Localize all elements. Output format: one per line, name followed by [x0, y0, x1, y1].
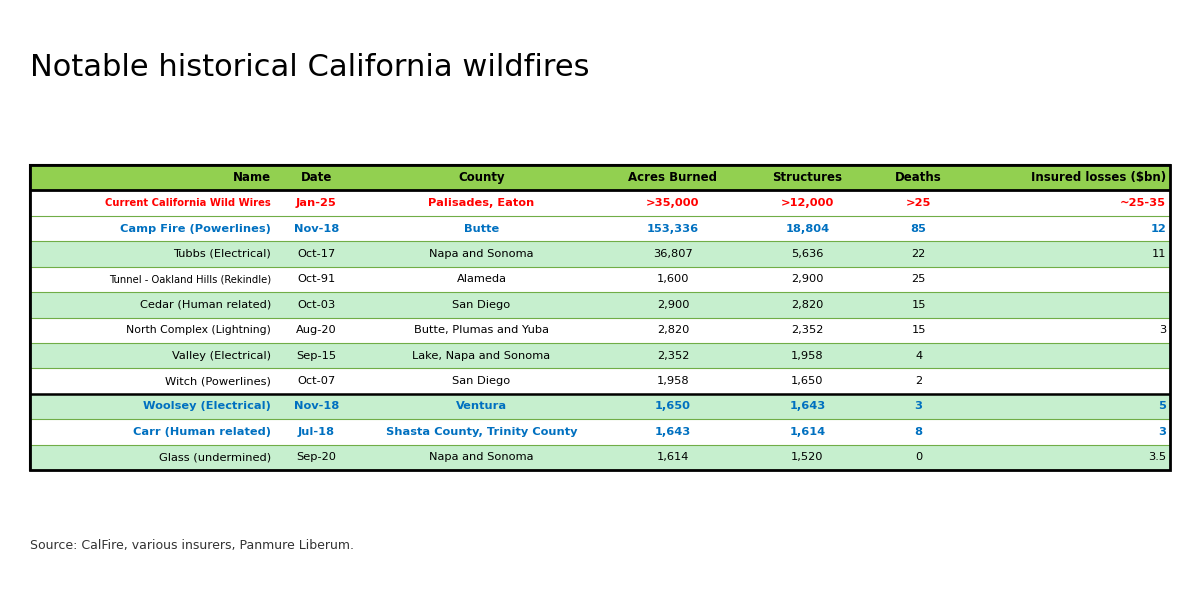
Text: 15: 15 — [911, 300, 926, 310]
Text: 22: 22 — [912, 249, 925, 259]
Text: Woolsey (Electrical): Woolsey (Electrical) — [143, 401, 271, 412]
Text: Valley (Electrical): Valley (Electrical) — [172, 350, 271, 361]
Text: Source: CalFire, various insurers, Panmure Liberum.: Source: CalFire, various insurers, Panmu… — [30, 539, 354, 551]
Text: Napa and Sonoma: Napa and Sonoma — [430, 249, 534, 259]
Text: 1,520: 1,520 — [791, 452, 823, 462]
Text: 2,352: 2,352 — [791, 325, 823, 335]
Text: ~25-35: ~25-35 — [1120, 198, 1166, 208]
Text: Glass (undermined): Glass (undermined) — [158, 452, 271, 462]
Text: Ventura: Ventura — [456, 401, 508, 412]
Bar — [30, 368, 1170, 394]
Text: 2,900: 2,900 — [656, 300, 689, 310]
Text: 3.5: 3.5 — [1148, 452, 1166, 462]
Text: 1,643: 1,643 — [790, 401, 826, 412]
Bar — [30, 165, 1170, 470]
Text: 36,807: 36,807 — [653, 249, 692, 259]
Text: 5: 5 — [1158, 401, 1166, 412]
Text: 0: 0 — [916, 452, 923, 462]
Bar — [30, 165, 1170, 190]
Text: Sep-20: Sep-20 — [296, 452, 336, 462]
Text: Current California Wild Wires: Current California Wild Wires — [106, 198, 271, 208]
Text: >12,000: >12,000 — [781, 198, 834, 208]
Bar — [30, 216, 1170, 241]
Text: Nov-18: Nov-18 — [294, 401, 338, 412]
Text: 3: 3 — [1159, 325, 1166, 335]
Bar — [30, 165, 1170, 470]
Text: 1,650: 1,650 — [791, 376, 823, 386]
Text: Shasta County, Trinity County: Shasta County, Trinity County — [385, 427, 577, 437]
Text: 12: 12 — [1151, 224, 1166, 233]
Bar — [30, 266, 1170, 292]
Text: Structures: Structures — [773, 171, 842, 184]
Bar — [30, 292, 1170, 317]
Text: Alameda: Alameda — [456, 274, 506, 284]
Text: 2,820: 2,820 — [656, 325, 689, 335]
Text: County: County — [458, 171, 505, 184]
Text: 18,804: 18,804 — [786, 224, 829, 233]
Text: 11: 11 — [1152, 249, 1166, 259]
Text: Butte: Butte — [464, 224, 499, 233]
Text: San Diego: San Diego — [452, 300, 510, 310]
Text: Oct-03: Oct-03 — [298, 300, 335, 310]
Text: Acres Burned: Acres Burned — [629, 171, 718, 184]
Text: 3: 3 — [1158, 427, 1166, 437]
Text: 25: 25 — [912, 274, 926, 284]
Text: 15: 15 — [911, 325, 926, 335]
Text: Carr (Human related): Carr (Human related) — [133, 427, 271, 437]
Text: Oct-07: Oct-07 — [298, 376, 335, 386]
Text: 5,636: 5,636 — [791, 249, 823, 259]
Text: Butte, Plumas and Yuba: Butte, Plumas and Yuba — [414, 325, 548, 335]
Text: 1,958: 1,958 — [656, 376, 689, 386]
Text: 153,336: 153,336 — [647, 224, 700, 233]
Text: 1,650: 1,650 — [655, 401, 691, 412]
Text: 1,958: 1,958 — [791, 350, 823, 361]
Text: San Diego: San Diego — [452, 376, 510, 386]
Text: Aug-20: Aug-20 — [295, 325, 336, 335]
Text: 2,820: 2,820 — [791, 300, 823, 310]
Text: Witch (Powerlines): Witch (Powerlines) — [166, 376, 271, 386]
Bar — [30, 343, 1170, 368]
Text: Tunnel - Oakland Hills (Rekindle): Tunnel - Oakland Hills (Rekindle) — [109, 274, 271, 284]
Text: Nov-18: Nov-18 — [294, 224, 338, 233]
Bar — [30, 190, 1170, 216]
Text: 1,600: 1,600 — [656, 274, 689, 284]
Bar — [30, 241, 1170, 266]
Text: >25: >25 — [906, 198, 931, 208]
Text: Notable historical California wildfires: Notable historical California wildfires — [30, 53, 589, 82]
Bar — [30, 445, 1170, 470]
Text: Deaths: Deaths — [895, 171, 942, 184]
Text: Camp Fire (Powerlines): Camp Fire (Powerlines) — [120, 224, 271, 233]
Text: >35,000: >35,000 — [647, 198, 700, 208]
Text: 1,614: 1,614 — [790, 427, 826, 437]
Text: 1,614: 1,614 — [656, 452, 689, 462]
Text: 2: 2 — [916, 376, 922, 386]
Text: Tubbs (Electrical): Tubbs (Electrical) — [173, 249, 271, 259]
Text: 1,643: 1,643 — [655, 427, 691, 437]
Text: Name: Name — [233, 171, 271, 184]
Text: Oct-91: Oct-91 — [298, 274, 335, 284]
Text: 2,352: 2,352 — [656, 350, 689, 361]
Bar — [30, 317, 1170, 343]
Text: 2,900: 2,900 — [791, 274, 823, 284]
Text: Jan-25: Jan-25 — [295, 198, 336, 208]
Text: Insured losses ($bn): Insured losses ($bn) — [1031, 171, 1166, 184]
Text: Palisades, Eaton: Palisades, Eaton — [428, 198, 534, 208]
Text: 3: 3 — [914, 401, 923, 412]
Text: 8: 8 — [914, 427, 923, 437]
Text: Date: Date — [300, 171, 332, 184]
Text: Napa and Sonoma: Napa and Sonoma — [430, 452, 534, 462]
Text: 4: 4 — [916, 350, 922, 361]
Bar — [30, 394, 1170, 419]
Text: Lake, Napa and Sonoma: Lake, Napa and Sonoma — [413, 350, 551, 361]
Text: Jul-18: Jul-18 — [298, 427, 335, 437]
Text: Sep-15: Sep-15 — [296, 350, 336, 361]
Text: North Complex (Lightning): North Complex (Lightning) — [126, 325, 271, 335]
Text: Cedar (Human related): Cedar (Human related) — [140, 300, 271, 310]
Text: Oct-17: Oct-17 — [298, 249, 335, 259]
Text: 85: 85 — [911, 224, 926, 233]
Bar — [30, 419, 1170, 445]
